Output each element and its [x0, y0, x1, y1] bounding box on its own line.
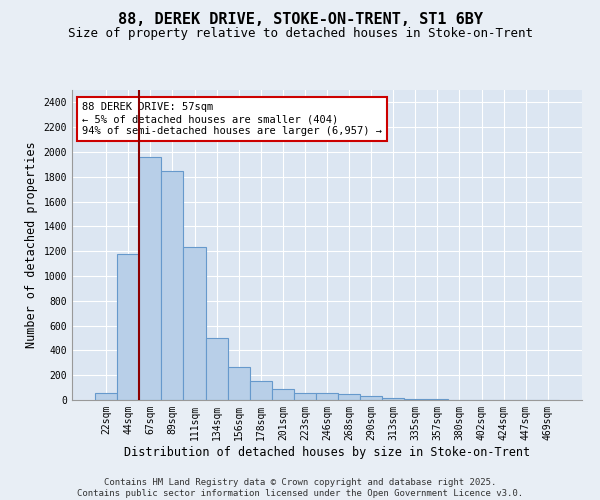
Y-axis label: Number of detached properties: Number of detached properties	[25, 142, 38, 348]
Text: Contains HM Land Registry data © Crown copyright and database right 2025.
Contai: Contains HM Land Registry data © Crown c…	[77, 478, 523, 498]
Bar	[360, 396, 382, 400]
Bar	[117, 254, 139, 400]
Bar	[95, 392, 117, 400]
Bar	[250, 381, 272, 400]
Bar	[316, 393, 338, 400]
Bar	[139, 157, 161, 400]
Bar	[206, 338, 227, 400]
Bar	[184, 248, 206, 400]
Bar	[161, 170, 184, 400]
Text: 88 DEREK DRIVE: 57sqm
← 5% of detached houses are smaller (404)
94% of semi-deta: 88 DEREK DRIVE: 57sqm ← 5% of detached h…	[82, 102, 382, 136]
Bar	[338, 394, 360, 400]
Bar	[294, 393, 316, 400]
Bar	[382, 398, 404, 400]
X-axis label: Distribution of detached houses by size in Stoke-on-Trent: Distribution of detached houses by size …	[124, 446, 530, 458]
Bar	[272, 389, 294, 400]
Bar	[227, 367, 250, 400]
Text: Size of property relative to detached houses in Stoke-on-Trent: Size of property relative to detached ho…	[67, 28, 533, 40]
Text: 88, DEREK DRIVE, STOKE-ON-TRENT, ST1 6BY: 88, DEREK DRIVE, STOKE-ON-TRENT, ST1 6BY	[118, 12, 482, 28]
